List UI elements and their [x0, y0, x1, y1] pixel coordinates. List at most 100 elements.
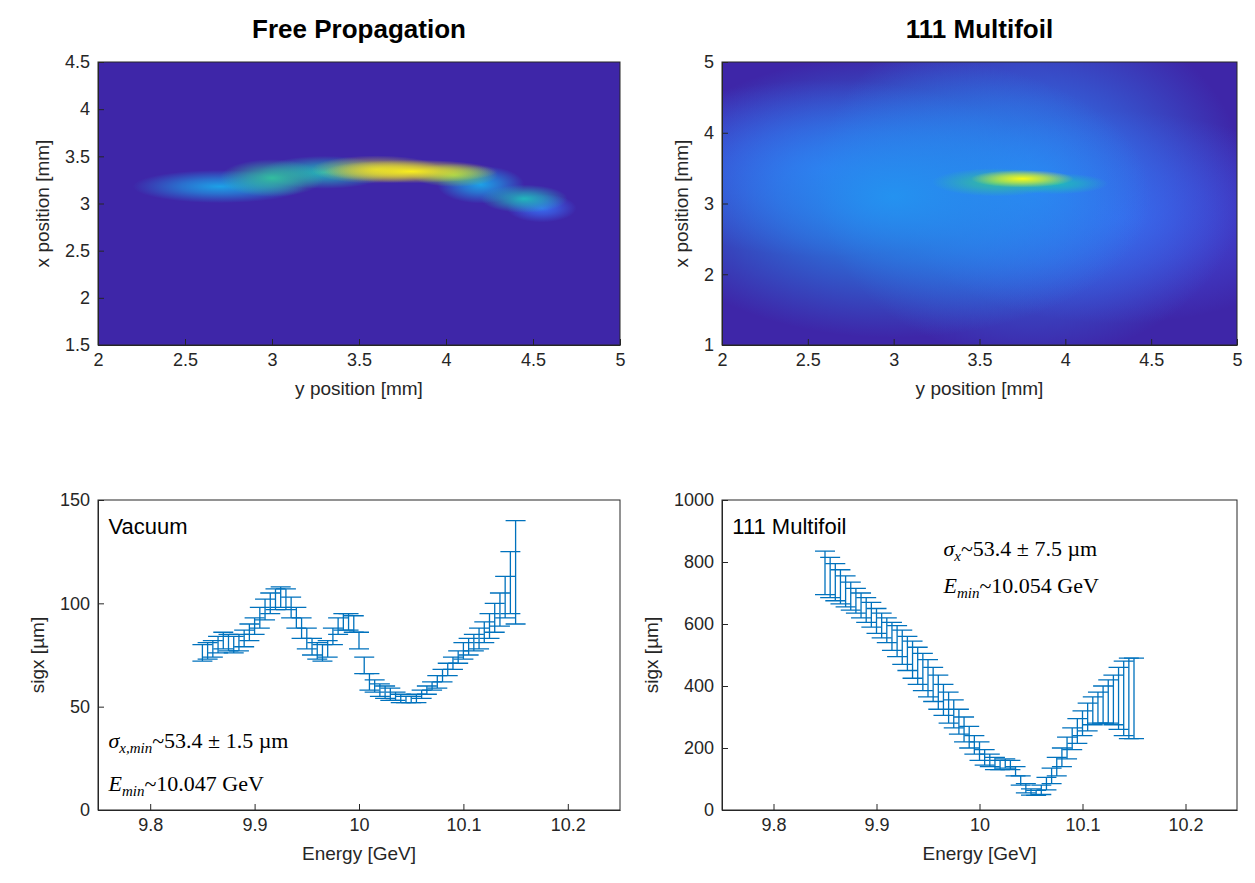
- y-tick: 1000: [674, 490, 728, 510]
- x-tick: 10.2: [551, 804, 586, 835]
- x-tick-label: 9.8: [138, 815, 163, 835]
- y-axis-title: sigx [µm]: [641, 617, 662, 693]
- x-tick-mark: [463, 804, 464, 810]
- y-tick-label: 1.5: [65, 335, 90, 355]
- error-bar: [964, 736, 984, 755]
- x-tick: 9.8: [138, 804, 163, 835]
- error-bar: [1057, 737, 1077, 759]
- figure: 22.533.544.551.522.533.544.5y position […: [0, 0, 1255, 883]
- x-tick: 4: [441, 339, 451, 370]
- y-tick: 4.5: [65, 52, 104, 72]
- error-bar: [954, 717, 974, 742]
- error-bar: [354, 657, 374, 674]
- x-tick-label: 9.9: [243, 815, 268, 835]
- x-tick-label: 10.1: [1065, 815, 1100, 835]
- y-tick: 2: [80, 288, 104, 308]
- error-bar: [234, 630, 254, 647]
- error-bar: [422, 682, 442, 690]
- x-axis-line: [99, 345, 621, 346]
- y-tick: 2.5: [65, 241, 104, 261]
- y-tick-mark: [98, 345, 104, 346]
- image-spot: [481, 185, 568, 213]
- y-tick-mark: [722, 748, 728, 749]
- y-tick-label: 3.5: [65, 147, 90, 167]
- error-bar: [276, 589, 296, 610]
- x-tick-mark: [894, 339, 895, 345]
- image-spots: [133, 155, 577, 222]
- annotation: Emin~10.054 GeV: [942, 573, 1099, 601]
- y-tick-mark: [98, 251, 104, 252]
- error-bar: [265, 589, 285, 610]
- y-tick: 0: [80, 800, 104, 820]
- y-tick-label: 4: [704, 123, 714, 143]
- chart-title: Free Propagation: [252, 14, 466, 44]
- annotation: Vacuum: [108, 514, 187, 539]
- annotation: 111 Multifoil: [732, 514, 846, 539]
- error-bar: [1006, 767, 1026, 776]
- y-tick-mark: [722, 204, 728, 205]
- panel: 22.533.544.551.522.533.544.5y position […: [32, 14, 626, 399]
- x-axis: 22.533.544.55: [717, 339, 1242, 370]
- y-tick-label: 600: [684, 614, 714, 634]
- x-tick: 5: [615, 339, 625, 370]
- x-tick-mark: [446, 339, 447, 345]
- error-bar: [861, 602, 881, 627]
- y-tick-label: 0: [80, 800, 90, 820]
- y-axis-title: x position [mm]: [32, 140, 53, 268]
- x-tick: 4.5: [521, 339, 546, 370]
- error-bar: [1114, 661, 1134, 735]
- x-tick: 2.5: [796, 339, 821, 370]
- y-axis-line: [98, 501, 99, 811]
- y-tick-mark: [722, 345, 728, 346]
- y-tick: 800: [684, 552, 728, 572]
- y-axis: 1.5 2 2.5 3 3.5 4 4.5: [65, 52, 104, 355]
- error-bar: [260, 593, 280, 614]
- y-tick-label: 3: [704, 194, 714, 214]
- y-tick-mark: [722, 133, 728, 134]
- x-tick: 9.8: [761, 804, 786, 835]
- annotation-text: ~10.054 GeV: [979, 573, 1099, 598]
- x-tick-label: 3.5: [967, 350, 992, 370]
- x-tick: 10: [349, 804, 369, 835]
- y-tick: 100: [60, 594, 104, 614]
- x-tick-label: 2.5: [173, 350, 198, 370]
- x-axis: 9.89.91010.110.2: [99, 804, 621, 835]
- y-tick-label: 200: [684, 738, 714, 758]
- y-tick-label: 0: [704, 800, 714, 820]
- y-tick-label: 2: [80, 288, 90, 308]
- y-tick-label: 5: [704, 52, 714, 72]
- x-tick-label: 5: [615, 350, 625, 370]
- y-tick-label: 4: [80, 99, 90, 119]
- plot-frame: [722, 62, 1237, 345]
- y-tick: 4: [704, 123, 728, 143]
- x-tick: 10.1: [1065, 804, 1100, 835]
- x-axis: 22.533.544.55: [93, 339, 625, 370]
- error-bars: [192, 521, 525, 703]
- x-tick-mark: [1151, 339, 1152, 345]
- y-tick-mark: [722, 500, 728, 501]
- y-tick-label: 3: [80, 194, 90, 214]
- y-tick: 0: [704, 800, 728, 820]
- x-axis-title: Energy [GeV]: [302, 843, 416, 864]
- error-bar: [318, 641, 338, 658]
- x-tick-mark: [980, 339, 981, 345]
- x-tick-mark: [1065, 339, 1066, 345]
- y-tick-label: 2: [704, 265, 714, 285]
- error-bar: [1088, 692, 1108, 723]
- error-bar: [959, 726, 979, 748]
- x-tick: 9.9: [243, 804, 268, 835]
- error-bar: [490, 593, 510, 626]
- y-tick: 5: [704, 52, 728, 72]
- y-tick-mark: [722, 810, 728, 811]
- annotation-text: ~10.047 GeV: [144, 771, 264, 796]
- panel: 9.89.91010.110.2050100150Energy [GeV]sig…: [27, 490, 621, 864]
- y-axis: 050100150: [60, 490, 104, 820]
- y-tick-mark: [98, 603, 104, 604]
- x-tick-mark: [272, 339, 273, 345]
- x-tick-label: 4.5: [1139, 350, 1164, 370]
- panel: 22.533.544.5512345y position [mm]x posit…: [610, 5, 1255, 399]
- y-tick-mark: [722, 274, 728, 275]
- y-axis-title: x position [mm]: [671, 140, 692, 268]
- x-tick-mark: [533, 339, 534, 345]
- error-bar: [856, 598, 876, 623]
